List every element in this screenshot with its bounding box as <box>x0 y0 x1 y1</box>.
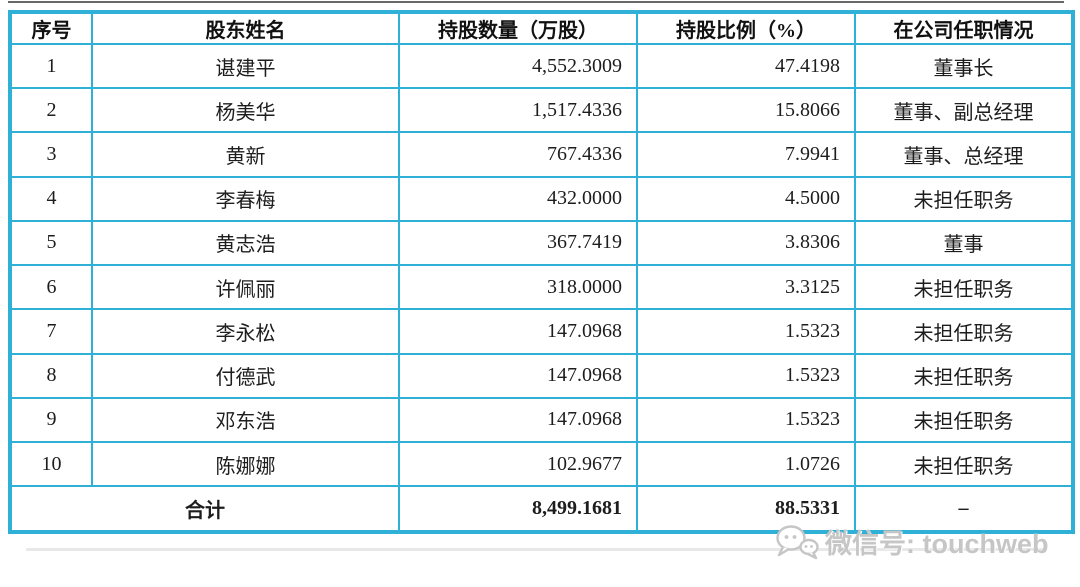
cell-shares: 147.0968 <box>398 308 638 355</box>
cell-shares: 4,552.3009 <box>398 42 638 90</box>
table-row: 5 黄志浩 367.7419 3.8306 董事 <box>9 219 1074 267</box>
cell-index: 6 <box>9 264 93 311</box>
cell-name: 黄志浩 <box>91 219 400 267</box>
cell-index: 8 <box>9 352 93 399</box>
table-shadow <box>26 548 1048 551</box>
cell-shares: 318.0000 <box>398 264 638 311</box>
table-row: 10 陈娜娜 102.9677 1.0726 未担任职务 <box>9 440 1074 488</box>
cell-ratio: 1.5323 <box>636 308 856 355</box>
column-header-position: 在公司任职情况 <box>854 11 1074 45</box>
cell-name: 李春梅 <box>91 175 400 222</box>
cell-name: 邓东浩 <box>91 396 400 443</box>
cell-position: 董事 <box>854 219 1074 267</box>
cell-index: 10 <box>9 440 93 488</box>
cell-shares: 102.9677 <box>398 440 638 488</box>
table-row: 6 许佩丽 318.0000 3.3125 未担任职务 <box>9 264 1074 311</box>
cell-shares: 767.4336 <box>398 131 638 178</box>
cell-ratio: 3.8306 <box>636 219 856 267</box>
cell-name: 黄新 <box>91 131 400 178</box>
cell-position: 未担任职务 <box>854 308 1074 355</box>
column-header-shares: 持股数量（万股） <box>398 11 638 45</box>
cell-index: 3 <box>9 131 93 178</box>
table-body: 1 谌建平 4,552.3009 47.4198 董事长 2 杨美华 1,517.4336 15… <box>9 42 1074 533</box>
table-row: 7 李永松 147.0968 1.5323 未担任职务 <box>9 308 1074 355</box>
cell-name: 杨美华 <box>91 87 400 134</box>
total-label: 合计 <box>9 485 400 533</box>
table-row: 9 邓东浩 147.0968 1.5323 未担任职务 <box>9 396 1074 443</box>
total-ratio: 88.5331 <box>636 485 856 533</box>
cell-name: 谌建平 <box>91 42 400 90</box>
shareholders-table: 序号 股东姓名 持股数量（万股） 持股比例（%） 在公司任职情况 1 谌建平 4,552.3… <box>8 10 1075 534</box>
table-row: 3 黄新 767.4336 7.9941 董事、总经理 <box>9 131 1074 178</box>
cell-shares: 432.0000 <box>398 175 638 222</box>
column-header-ratio: 持股比例（%） <box>636 11 856 45</box>
watermark-text: 微信号: touchweb <box>825 529 1049 559</box>
cell-position: 董事长 <box>854 42 1074 90</box>
cell-name: 陈娜娜 <box>91 440 400 488</box>
cell-name: 许佩丽 <box>91 264 400 311</box>
cell-position: 未担任职务 <box>854 264 1074 311</box>
cell-index: 5 <box>9 219 93 267</box>
total-shares: 8,499.1681 <box>398 485 638 533</box>
total-position: – <box>854 485 1074 533</box>
cell-ratio: 47.4198 <box>636 42 856 90</box>
table-row: 2 杨美华 1,517.4336 15.8066 董事、副总经理 <box>9 87 1074 134</box>
table-row: 4 李春梅 432.0000 4.5000 未担任职务 <box>9 175 1074 222</box>
column-header-index: 序号 <box>9 11 93 45</box>
cell-index: 9 <box>9 396 93 443</box>
cell-position: 未担任职务 <box>854 175 1074 222</box>
cell-index: 7 <box>9 308 93 355</box>
cell-name: 付德武 <box>91 352 400 399</box>
cell-index: 4 <box>9 175 93 222</box>
table-row: 1 谌建平 4,552.3009 47.4198 董事长 <box>9 42 1074 90</box>
cell-position: 未担任职务 <box>854 396 1074 443</box>
cell-index: 2 <box>9 87 93 134</box>
cell-position: 董事、副总经理 <box>854 87 1074 134</box>
cell-shares: 367.7419 <box>398 219 638 267</box>
cell-ratio: 15.8066 <box>636 87 856 134</box>
total-row: 合计 8,499.1681 88.5331– <box>9 485 1074 533</box>
cell-ratio: 1.5323 <box>636 396 856 443</box>
watermark: 微信号: touchweb <box>774 522 1049 561</box>
top-crop-line <box>8 1 1064 3</box>
cell-position: 未担任职务 <box>854 352 1074 399</box>
cell-ratio: 1.0726 <box>636 440 856 488</box>
cell-index: 1 <box>9 42 93 90</box>
cell-position: 董事、总经理 <box>854 131 1074 178</box>
cell-ratio: 7.9941 <box>636 131 856 178</box>
cell-name: 李永松 <box>91 308 400 355</box>
table-header-row: 序号 股东姓名 持股数量（万股） 持股比例（%） 在公司任职情况 <box>9 11 1074 45</box>
column-header-name: 股东姓名 <box>91 11 400 45</box>
cell-ratio: 1.5323 <box>636 352 856 399</box>
cell-ratio: 3.3125 <box>636 264 856 311</box>
table-row: 8 付德武 147.0968 1.5323 未担任职务 <box>9 352 1074 399</box>
cell-position: 未担任职务 <box>854 440 1074 488</box>
cell-shares: 147.0968 <box>398 352 638 399</box>
cell-ratio: 4.5000 <box>636 175 856 222</box>
cell-shares: 147.0968 <box>398 396 638 443</box>
cell-shares: 1,517.4336 <box>398 87 638 134</box>
wechat-icon <box>774 523 820 561</box>
